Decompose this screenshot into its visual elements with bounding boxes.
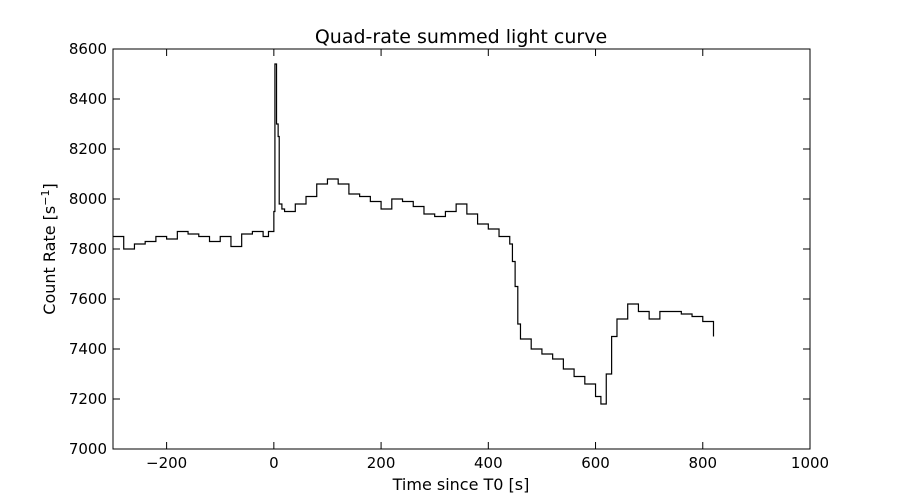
x-axis-ticks: −200 0 200 400 600 800 1000 xyxy=(146,49,829,472)
x-tick-label: 600 xyxy=(581,454,610,472)
x-tick-label: 0 xyxy=(269,454,279,472)
y-tick-label: 7000 xyxy=(69,440,107,458)
chart-title: Quad-rate summed light curve xyxy=(315,26,607,48)
y-axis-label-suffix: ] xyxy=(40,183,59,189)
y-tick-label: 8200 xyxy=(69,140,107,158)
y-tick-label: 8400 xyxy=(69,90,107,108)
x-tick-label: −200 xyxy=(146,454,187,472)
y-tick-label: 7200 xyxy=(69,390,107,408)
x-tick-label: 1000 xyxy=(791,454,829,472)
x-tick-label: 800 xyxy=(688,454,717,472)
x-tick-label: 200 xyxy=(367,454,396,472)
y-tick-label: 7600 xyxy=(69,290,107,308)
y-tick-label: 7800 xyxy=(69,240,107,258)
y-axis-ticks: 7000 7200 7400 7600 7800 8000 8200 8400 8600 xyxy=(69,40,810,458)
y-tick-label: 8000 xyxy=(69,190,107,208)
y-axis-label-text: Count Rate [s xyxy=(40,206,59,315)
y-tick-label: 7400 xyxy=(69,340,107,358)
series-line xyxy=(113,63,715,405)
y-axis-label: Count Rate [s−1] xyxy=(39,183,60,314)
x-tick-label: 400 xyxy=(474,454,503,472)
y-axis-label-superscript: −1 xyxy=(39,190,52,206)
y-tick-label: 8600 xyxy=(69,40,107,58)
x-axis-label: Time since T0 [s] xyxy=(392,475,530,494)
